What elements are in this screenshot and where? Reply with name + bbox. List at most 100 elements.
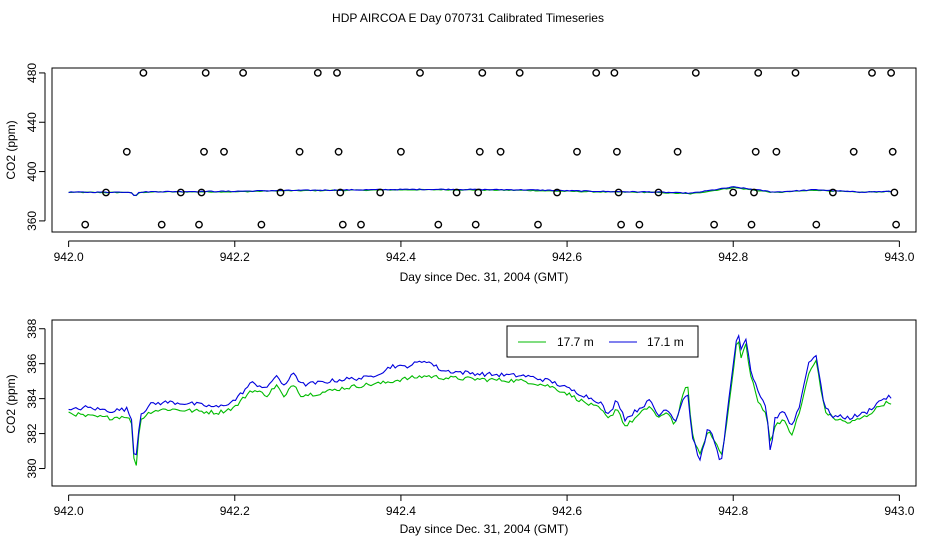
calibration-point: [452, 188, 461, 197]
calibration-point: [892, 220, 900, 229]
calibration-point: [829, 188, 837, 197]
x-tick-label-top: 942.8: [718, 250, 748, 264]
y-axis-bottom: 380 382 384 386 388: [25, 318, 46, 479]
x-tick-label-bottom: 942.4: [386, 504, 416, 518]
x-axis-bottom: 942.0 942.2 942.4 942.6 942.8 943.0: [54, 494, 915, 518]
calibration-point: [313, 69, 322, 77]
series-bottom: [68, 333, 892, 466]
calibration-point: [515, 69, 524, 77]
legend-label-17-7m: 17.7 m: [557, 335, 594, 349]
calibration-point: [772, 147, 781, 156]
calibration-point: [888, 147, 897, 156]
calibration-point: [750, 188, 758, 197]
calibration-point: [849, 147, 858, 156]
x-tick-label-bottom: 943.0: [884, 504, 914, 518]
calibration-point: [139, 69, 148, 77]
y-tick-label-bottom: 382: [25, 423, 39, 443]
y-tick-label-bottom: 388: [25, 318, 39, 338]
y-axis-label-bottom: CO2 (ppm): [4, 374, 18, 433]
plot-frame-top: [51, 67, 917, 233]
calibration-point: [887, 69, 895, 77]
calibration-point: [102, 188, 110, 197]
x-tick-label-top: 942.4: [386, 250, 416, 264]
legend: 17.7 m 17.1 m: [506, 325, 699, 358]
calibration-point: [434, 220, 443, 229]
calibration-point: [81, 220, 90, 229]
legend-label-17-1m: 17.1 m: [647, 335, 684, 349]
calibration-point: [573, 147, 581, 156]
x-tick-label-bottom: 942.8: [718, 504, 748, 518]
calibration-point: [200, 147, 208, 156]
calibration-point: [610, 69, 619, 77]
x-tick-label-bottom: 942.0: [54, 504, 84, 518]
figure-title: HDP AIRCOA E Day 070731 Calibrated Times…: [332, 11, 604, 25]
y-tick-label-top: 440: [25, 112, 39, 132]
calibration-point: [613, 147, 621, 156]
calibration-point: [654, 188, 663, 197]
y-tick-label-bottom: 380: [25, 458, 39, 478]
calibration-point: [334, 147, 343, 156]
calibration-point: [357, 220, 365, 229]
x-tick-label-bottom: 942.2: [220, 504, 250, 518]
series-line-bottom-1: [68, 333, 892, 462]
calibration-point: [475, 147, 484, 156]
calibration-point: [157, 220, 166, 229]
x-tick-label-top: 942.2: [220, 250, 250, 264]
x-tick-label-top: 942.0: [54, 250, 84, 264]
calibration-point: [336, 188, 345, 197]
calibration-point: [220, 147, 228, 156]
calibration-point: [553, 188, 561, 197]
top-panel: 942.0 942.2 942.4 942.6 942.8 943.0 360 400 440…: [4, 63, 917, 284]
x-axis-label-top: Day since Dec. 31, 2004 (GMT): [400, 270, 569, 284]
y-tick-label-top: 400: [25, 161, 39, 181]
calibration-point: [729, 188, 738, 197]
calibration-point: [122, 147, 131, 156]
calibration-point: [396, 147, 405, 156]
calibration-point: [617, 220, 625, 229]
calibration-point: [890, 188, 899, 197]
scatter-points-top: [81, 69, 900, 229]
calibration-point: [201, 69, 210, 77]
x-tick-label-top: 943.0: [884, 250, 914, 264]
calibration-point: [751, 147, 760, 156]
calibration-point: [333, 69, 341, 77]
calibration-point: [376, 188, 385, 197]
calibration-point: [791, 69, 800, 77]
y-tick-label-bottom: 386: [25, 353, 39, 373]
calibration-point: [710, 220, 718, 229]
calibration-point: [471, 220, 480, 229]
calibration-point: [239, 69, 248, 77]
series-line-bottom-0: [68, 340, 892, 466]
y-axis-top: 360 400 440 480: [25, 63, 46, 231]
x-axis-top: 942.0 942.2 942.4 942.6 942.8 943.0: [54, 240, 915, 264]
x-tick-label-bottom: 942.6: [552, 504, 582, 518]
calibration-point: [197, 188, 206, 197]
calibration-point: [812, 220, 821, 229]
calibration-point: [673, 147, 682, 156]
y-tick-label-bottom: 384: [25, 388, 39, 408]
calibration-point: [635, 220, 644, 229]
calibration-point: [176, 188, 185, 197]
calibration-point: [868, 69, 876, 77]
x-axis-label-bottom: Day since Dec. 31, 2004 (GMT): [400, 522, 569, 536]
calibration-point: [195, 220, 203, 229]
calibration-point: [754, 69, 763, 77]
calibration-point: [496, 147, 505, 156]
y-tick-label-top: 360: [25, 211, 39, 231]
calibration-point: [257, 220, 266, 229]
calibration-point: [276, 188, 285, 197]
y-axis-label-top: CO2 (ppm): [4, 120, 18, 179]
calibration-point: [474, 188, 483, 197]
y-tick-label-top: 480: [25, 63, 39, 83]
bottom-panel: 942.0 942.2 942.4 942.6 942.8 943.0 380 382 384…: [4, 318, 917, 536]
calibration-point: [478, 69, 487, 77]
calibration-point: [747, 220, 756, 229]
calibration-point: [338, 220, 347, 229]
x-tick-label-top: 942.6: [552, 250, 582, 264]
calibration-point: [691, 69, 700, 77]
calibration-point: [416, 69, 424, 77]
calibration-point: [614, 188, 623, 197]
calibration-point: [534, 220, 542, 229]
